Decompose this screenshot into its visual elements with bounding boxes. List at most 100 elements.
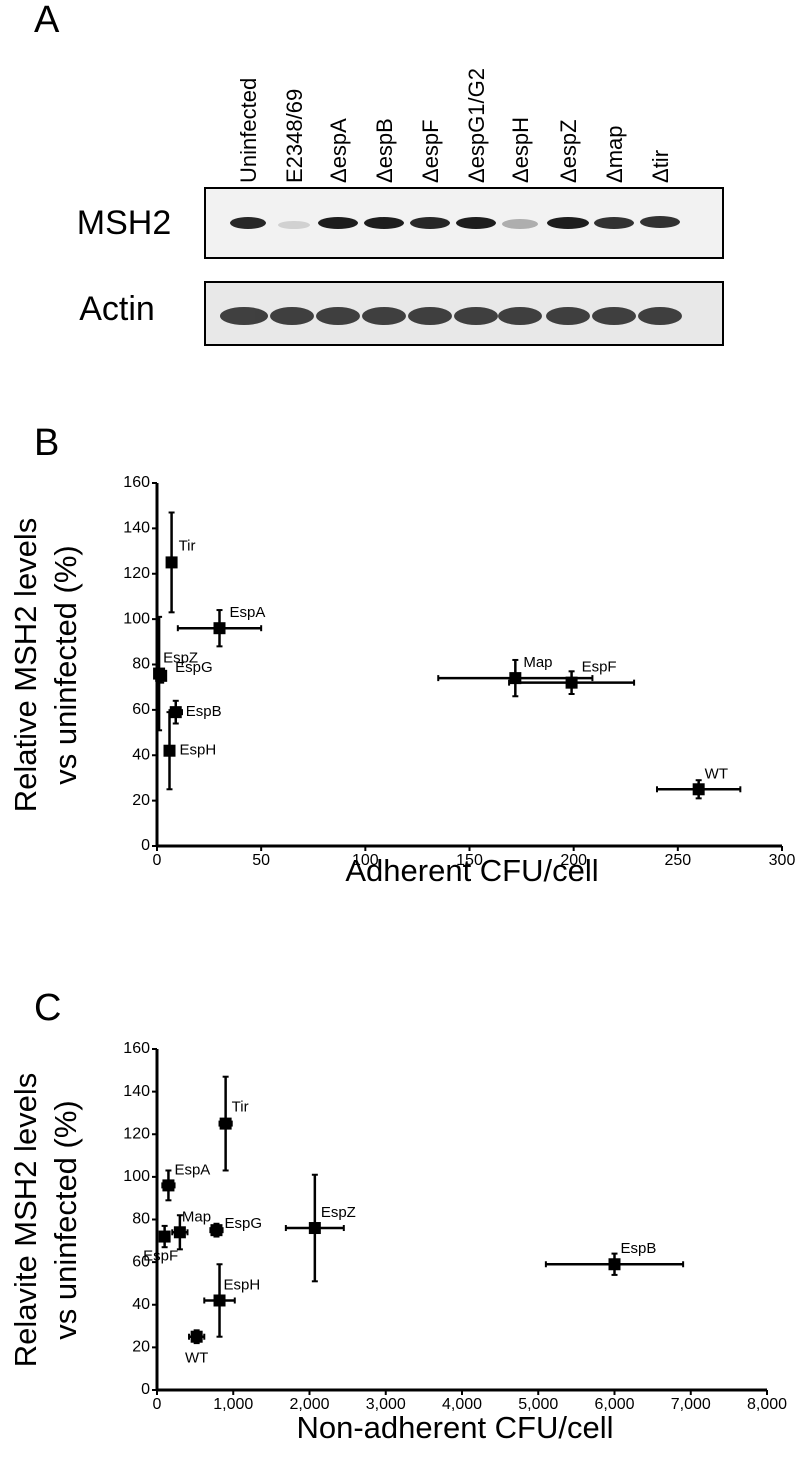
point-label: EspB	[621, 1240, 657, 1257]
point-label: WT	[185, 1350, 208, 1367]
point-label: EspH	[224, 1276, 261, 1293]
band	[410, 217, 450, 229]
point	[308, 1222, 321, 1235]
band	[498, 307, 542, 325]
y-tick-label: 40	[132, 1296, 150, 1313]
band	[547, 217, 589, 229]
point	[210, 1224, 223, 1237]
x-tick-label: 250	[664, 852, 691, 869]
y-axis-label: vs uninfected (%)	[48, 1100, 83, 1340]
band	[640, 216, 680, 228]
band	[270, 307, 314, 325]
point	[155, 669, 168, 682]
actin-bands	[220, 307, 682, 325]
y-tick-label: 80	[132, 656, 150, 673]
y-tick-label: 20	[132, 1339, 150, 1356]
point	[163, 744, 176, 757]
lane-label: E2348/69	[282, 89, 307, 183]
blot-row-label: MSH2	[77, 204, 171, 242]
point-label: EspF	[582, 659, 617, 676]
lane-label: ΔespH	[508, 117, 533, 183]
panel-label: C	[34, 987, 61, 1029]
point-label: EspH	[180, 742, 217, 759]
band	[454, 307, 498, 325]
y-tick-label: 60	[132, 701, 150, 718]
point	[213, 622, 226, 635]
x-tick-label: 4,000	[442, 1396, 482, 1413]
band	[456, 217, 496, 229]
band	[318, 217, 358, 229]
x-tick-label: 5,000	[518, 1396, 558, 1413]
blot	[204, 187, 724, 346]
y-tick-label: 80	[132, 1211, 150, 1228]
lane-label: Δtir	[648, 150, 673, 183]
point-label: EspZ	[163, 650, 198, 667]
lane-label: Δmap	[602, 126, 627, 184]
point	[692, 783, 705, 796]
point	[565, 676, 578, 689]
x-tick-label: 0	[153, 852, 162, 869]
x-tick-label: 6,000	[594, 1396, 634, 1413]
point	[162, 1179, 175, 1192]
point-label: EspZ	[321, 1204, 356, 1221]
y-tick-label: 120	[123, 1125, 150, 1142]
x-axis-label: Adherent CFU/cell	[345, 853, 598, 888]
y-tick-label: 40	[132, 746, 150, 763]
lane-label: ΔespB	[372, 118, 397, 183]
band	[362, 307, 406, 325]
y-tick-label: 160	[123, 474, 150, 491]
x-tick-label: 8,000	[747, 1396, 787, 1413]
lane-label: Uninfected	[236, 78, 261, 183]
blot-row-label: Actin	[79, 290, 155, 328]
point	[158, 1230, 171, 1243]
x-axis-label: Non-adherent CFU/cell	[296, 1410, 613, 1445]
band	[220, 307, 268, 325]
point-label: EspB	[186, 703, 222, 720]
band	[502, 219, 538, 229]
y-tick-label: 20	[132, 792, 150, 809]
point-label: EspF	[143, 1248, 178, 1265]
y-tick-label: 100	[123, 610, 150, 627]
x-tick-label: 0	[153, 1396, 162, 1413]
panel-label: B	[34, 422, 59, 464]
band	[230, 217, 266, 229]
y-tick-label: 140	[123, 1083, 150, 1100]
point-label: Map	[182, 1208, 211, 1225]
point-label: EspG	[175, 659, 213, 676]
band	[408, 307, 452, 325]
lane-label: ΔespA	[326, 118, 351, 183]
y-tick-label: 0	[141, 1381, 150, 1398]
point-label: Map	[523, 654, 552, 671]
band	[364, 217, 404, 229]
lane-label: ΔespG1/G2	[464, 68, 489, 183]
x-tick-label: 3,000	[366, 1396, 406, 1413]
msh2-bands	[230, 216, 680, 229]
y-tick-label: 100	[123, 1168, 150, 1185]
point-label: EspA	[230, 604, 266, 621]
y-tick-label: 60	[132, 1253, 150, 1270]
band	[592, 307, 636, 325]
point	[608, 1258, 621, 1271]
x-tick-label: 2,000	[289, 1396, 329, 1413]
lane-label: ΔespZ	[556, 119, 581, 183]
x-tick-label: 100	[352, 852, 379, 869]
y-tick-label: 0	[141, 837, 150, 854]
x-tick-label: 50	[252, 852, 270, 869]
y-tick-label: 160	[123, 1040, 150, 1057]
point-label: EspA	[174, 1161, 210, 1178]
x-tick-label: 1,000	[213, 1396, 253, 1413]
point-label: Tir	[179, 537, 196, 554]
x-tick-label: 150	[456, 852, 483, 869]
band	[594, 217, 634, 229]
point	[213, 1294, 226, 1307]
x-tick-label: 300	[769, 852, 796, 869]
y-axis-label: vs uninfected (%)	[48, 545, 83, 785]
point	[219, 1117, 232, 1130]
band	[638, 307, 682, 325]
point	[165, 556, 178, 569]
band	[546, 307, 590, 325]
y-axis-label: Relative MSH2 levels	[8, 518, 43, 813]
point-label: EspG	[224, 1215, 262, 1232]
point	[190, 1330, 203, 1343]
